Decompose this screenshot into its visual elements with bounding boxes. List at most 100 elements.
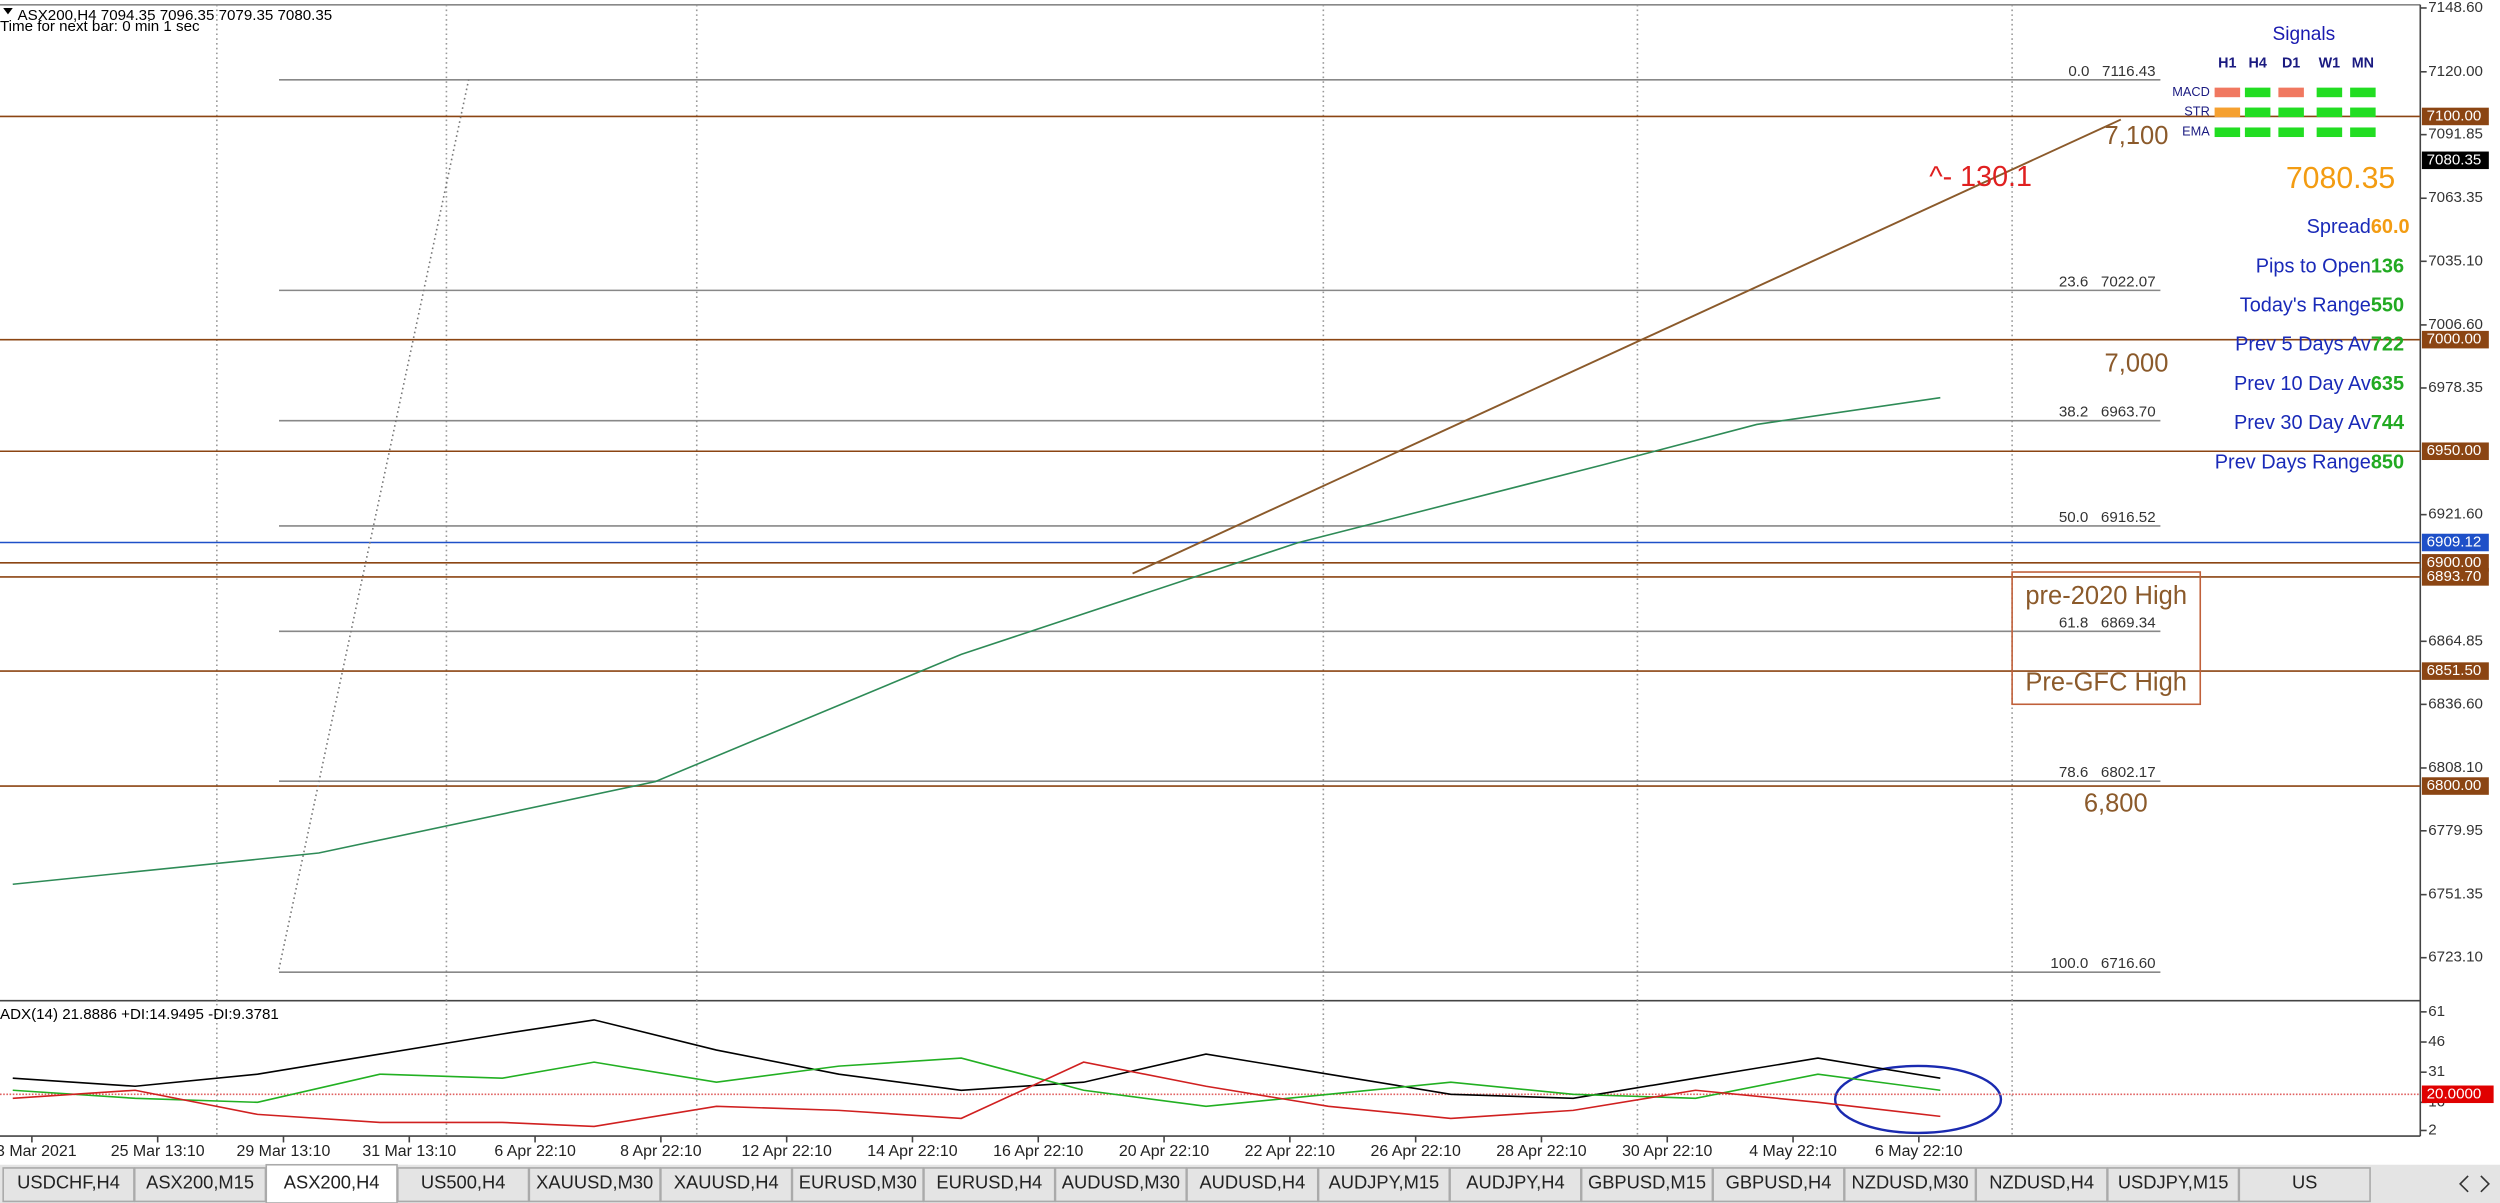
moving-average xyxy=(12,396,1941,886)
level-label: 7000.00 xyxy=(2427,331,2482,348)
tab-background[interactable] xyxy=(1449,1167,1582,1203)
stat-value: 136 xyxy=(2371,255,2404,277)
fib-label: 38.2 6963.70 xyxy=(2059,404,2156,421)
tab[interactable]: AUDUSD,M30 xyxy=(1054,1167,1188,1203)
tab-background[interactable] xyxy=(1975,1167,2108,1203)
tab-background[interactable] xyxy=(2238,1167,2371,1203)
tab[interactable]: GBPUSD,M15 xyxy=(1580,1167,1714,1203)
tab-background[interactable] xyxy=(2,1167,135,1203)
x-tick-label: 30 Apr 22:10 xyxy=(1622,1143,1712,1160)
tab[interactable]: USDCHF,H4 xyxy=(2,1167,135,1203)
signal-column: D1 xyxy=(2282,56,2300,72)
fib-swing xyxy=(278,79,470,970)
tab[interactable]: NZDUSD,H4 xyxy=(1975,1167,2108,1203)
tab[interactable]: USDJPY,M15 xyxy=(2106,1167,2240,1203)
tab-label[interactable]: ASX200,H4 xyxy=(284,1172,380,1193)
level-box xyxy=(2421,533,2489,552)
levels: 7148.60 7120.00 7091.85 7063.35 7035.10 7006.… xyxy=(0,0,2489,973)
level-box xyxy=(2421,1085,2494,1104)
stat-value: 722 xyxy=(2371,334,2404,356)
signal-column: H4 xyxy=(2248,56,2266,72)
tab-background[interactable] xyxy=(265,1163,398,1203)
x-tick-label: 25 Mar 13:10 xyxy=(111,1143,205,1160)
level-label: 6950.00 xyxy=(2427,442,2482,459)
tab[interactable]: AUDJPY,M15 xyxy=(1317,1167,1451,1203)
tab-label[interactable]: US xyxy=(2292,1172,2317,1193)
adx-line xyxy=(12,1019,1941,1100)
tab-label[interactable]: EURUSD,H4 xyxy=(936,1172,1042,1193)
tab-label[interactable]: NZDUSD,H4 xyxy=(1989,1172,2094,1193)
stat-value: 550 xyxy=(2371,295,2404,317)
annotation: Pre-GFC High xyxy=(2025,668,2187,696)
signal-cell xyxy=(2316,107,2343,118)
signal-column: MN xyxy=(2352,56,2374,72)
adx-label: ADX(14) 21.8886 +DI:14.9495 -DI:9.3781 xyxy=(0,1006,279,1023)
y-tick-label: 6921.60 xyxy=(2428,506,2483,523)
stat-label: Today's Range xyxy=(2240,295,2371,317)
tab[interactable]: EURUSD,H4 xyxy=(923,1167,1056,1203)
tab-scroll[interactable] xyxy=(2459,1175,2490,1193)
tab-label[interactable]: EURUSD,M30 xyxy=(799,1172,917,1193)
x-tick-label: 12 Apr 22:10 xyxy=(742,1143,832,1160)
level-box xyxy=(2421,151,2489,170)
x-tick-label: 8 Apr 22:10 xyxy=(620,1143,702,1160)
signal-cell xyxy=(2350,87,2376,98)
menu-icon[interactable] xyxy=(3,7,13,15)
level-label: 6893.70 xyxy=(2427,568,2482,585)
tab-background[interactable] xyxy=(923,1167,1056,1203)
tab-background[interactable] xyxy=(1843,1167,1977,1203)
tab-background[interactable] xyxy=(791,1167,924,1203)
y-tick-label: 7063.35 xyxy=(2428,189,2483,206)
tab-label[interactable]: NZDUSD,M30 xyxy=(1852,1172,1969,1193)
tab-label[interactable]: US500,H4 xyxy=(421,1172,506,1193)
adx-line xyxy=(12,1061,1941,1128)
tab-label[interactable]: USDJPY,M15 xyxy=(2118,1172,2229,1193)
tab-label[interactable]: AUDUSD,H4 xyxy=(1199,1172,1305,1193)
tab[interactable]: XAUUSD,M30 xyxy=(528,1167,661,1203)
tab[interactable]: US xyxy=(2238,1167,2371,1203)
tab-label[interactable]: AUDUSD,M30 xyxy=(1062,1172,1180,1193)
tab[interactable]: ASX200,M15 xyxy=(133,1167,267,1203)
fib-label: 23.6 7022.07 xyxy=(2059,273,2156,290)
y-tick-label: 46 xyxy=(2428,1033,2445,1050)
tab-background[interactable] xyxy=(1580,1167,1714,1203)
tab-label[interactable]: AUDJPY,M15 xyxy=(1329,1172,1440,1193)
tab-label[interactable]: GBPUSD,M15 xyxy=(1588,1172,1706,1193)
tab-label[interactable]: XAUUSD,H4 xyxy=(674,1172,779,1193)
stat-value: 850 xyxy=(2371,451,2404,473)
tab[interactable]: AUDJPY,H4 xyxy=(1449,1167,1582,1203)
tab[interactable]: GBPUSD,H4 xyxy=(1712,1167,1845,1203)
level-label: 6909.12 xyxy=(2427,533,2482,550)
tab-label[interactable]: GBPUSD,H4 xyxy=(1726,1172,1832,1193)
tab-label[interactable]: ASX200,M15 xyxy=(146,1172,254,1193)
tab-background[interactable] xyxy=(1186,1167,1319,1203)
signal-cell xyxy=(2316,87,2343,98)
tab[interactable]: XAUUSD,H4 xyxy=(660,1167,793,1203)
tab-label[interactable]: XAUUSD,M30 xyxy=(536,1172,653,1193)
tab-label[interactable]: AUDJPY,H4 xyxy=(1466,1172,1564,1193)
tab[interactable]: EURUSD,M30 xyxy=(791,1167,924,1203)
tab[interactable]: ASX200,H4 xyxy=(265,1163,398,1203)
tab-background[interactable] xyxy=(528,1167,661,1203)
tab-label[interactable]: USDCHF,H4 xyxy=(17,1172,120,1193)
signal-cell xyxy=(2214,107,2241,118)
x-tick-label: 23 Mar 2021 xyxy=(0,1143,77,1160)
fib-label: 0.0 7116.43 xyxy=(2068,63,2155,80)
tab-background[interactable] xyxy=(1054,1167,1188,1203)
stat-label: Spread xyxy=(2307,216,2371,238)
tab-background[interactable] xyxy=(1317,1167,1451,1203)
tab-background[interactable] xyxy=(397,1167,530,1203)
tab[interactable]: NZDUSD,M30 xyxy=(1843,1167,1977,1203)
stat-label: Prev 10 Day Av xyxy=(2234,373,2371,395)
x-tick-label: 20 Apr 22:10 xyxy=(1119,1143,1209,1160)
level-label: 7080.35 xyxy=(2427,151,2482,168)
tab[interactable]: AUDUSD,H4 xyxy=(1186,1167,1319,1203)
tab[interactable]: US500,H4 xyxy=(397,1167,530,1203)
signal-cell xyxy=(2278,87,2304,98)
tab-background[interactable] xyxy=(133,1167,267,1203)
symbol-line: ASX200,H4 7094.35 7096.35 7079.35 7080.3… xyxy=(18,7,333,24)
y-tick-label: 7035.10 xyxy=(2428,252,2483,269)
signal-cell xyxy=(2350,127,2376,138)
stat-value: 744 xyxy=(2371,412,2404,434)
